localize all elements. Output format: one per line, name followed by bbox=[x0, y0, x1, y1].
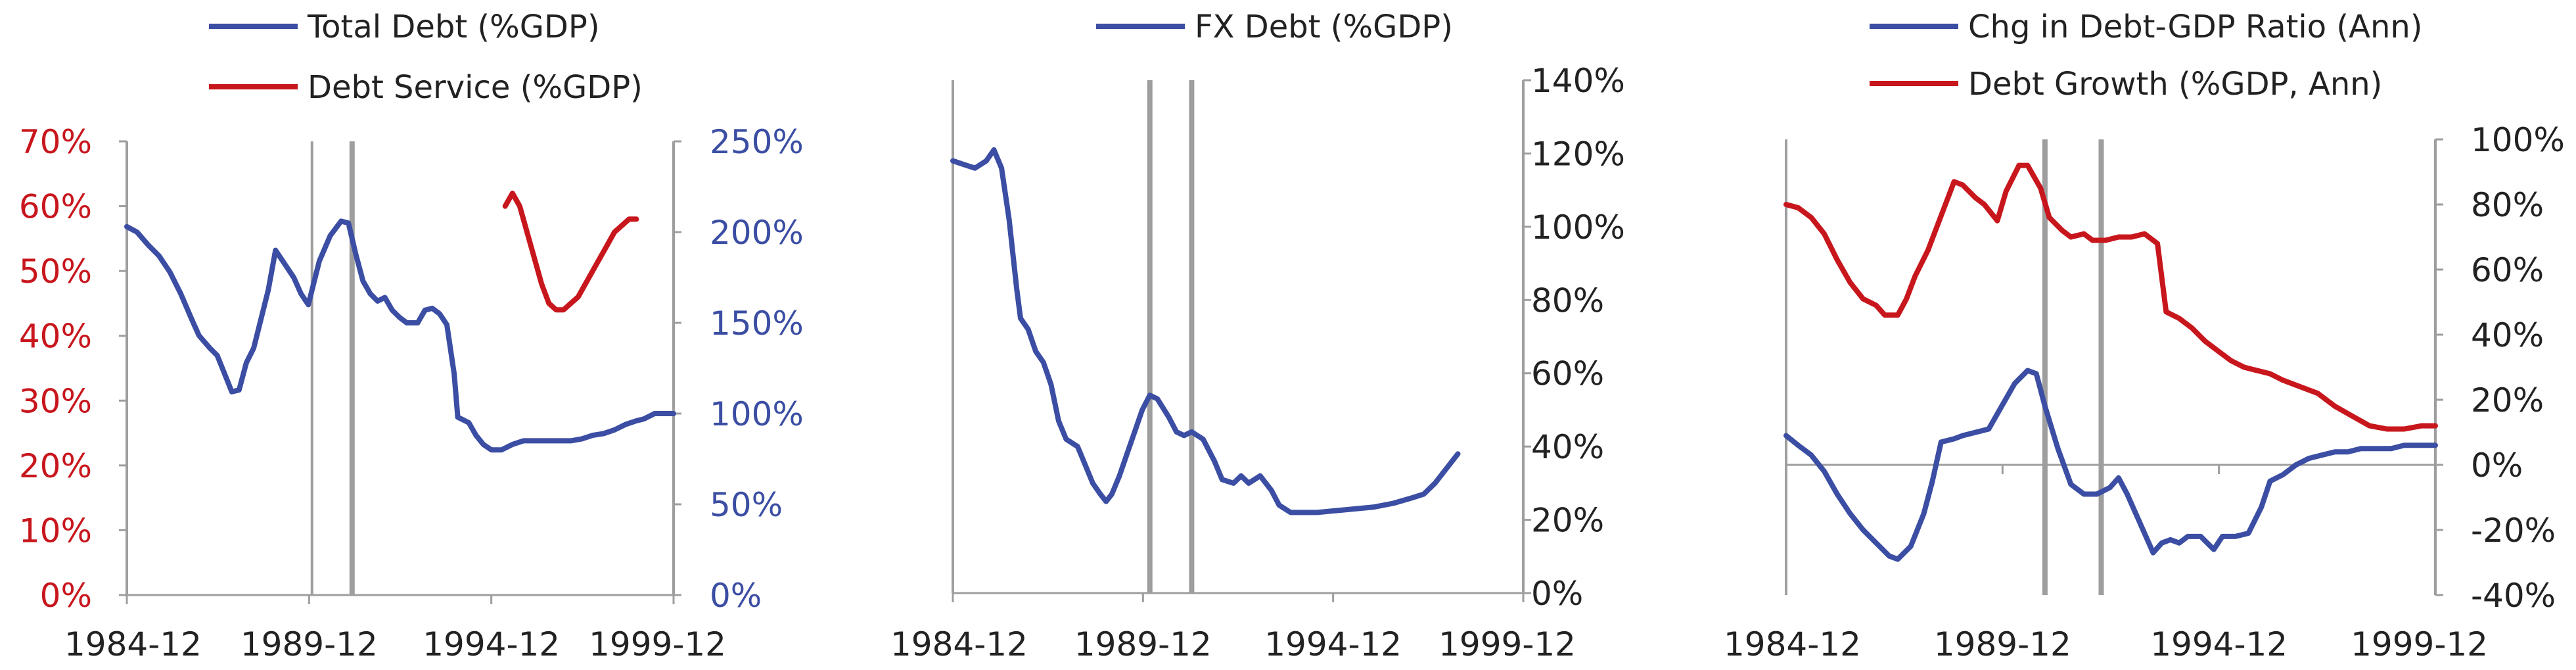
chart-1: 1984-12 1989-12 1994-12 1999-12 0% 50% 100% 150… bbox=[19, 9, 804, 663]
legend-label: Total Debt (%GDP) bbox=[307, 9, 600, 45]
legend-entry-1: Total Debt (%GDP) bbox=[209, 9, 600, 45]
right-tick-label: 200% bbox=[710, 214, 804, 252]
right-tick-label: 60% bbox=[2471, 251, 2544, 289]
right-tick-label: 150% bbox=[710, 304, 804, 343]
legend-label: FX Debt (%GDP) bbox=[1195, 9, 1453, 45]
x-tick-label: 1989-12 bbox=[241, 625, 378, 663]
series-line-2 bbox=[1783, 162, 2438, 432]
legend-label: Chg in Debt-GDP Ratio (Ann) bbox=[1968, 9, 2423, 45]
x-tick-label: 1994-12 bbox=[2150, 625, 2288, 663]
right-tick-label: 80% bbox=[2471, 186, 2544, 224]
legend-entry-2: Debt Growth (%GDP, Ann) bbox=[1870, 66, 2382, 103]
right-tick-label: 50% bbox=[710, 486, 783, 524]
legend-entry-2: Debt Service (%GDP) bbox=[209, 69, 643, 106]
right-tick-label: 140% bbox=[1531, 62, 1625, 100]
legend-entry-1: Chg in Debt-GDP Ratio (Ann) bbox=[1870, 9, 2423, 45]
right-tick-label: 60% bbox=[1531, 355, 1604, 393]
x-tick-label: 1989-12 bbox=[1074, 625, 1212, 663]
x-tick-label: 1984-12 bbox=[890, 625, 1028, 663]
right-tick-label: -20% bbox=[2471, 512, 2556, 550]
x-tick-label: 1999-12 bbox=[2351, 625, 2488, 663]
x-tick-label: 1999-12 bbox=[589, 625, 726, 663]
right-tick-label: 0% bbox=[2471, 446, 2523, 485]
left-tick-label: 40% bbox=[19, 318, 92, 356]
legend-label: Debt Growth (%GDP, Ann) bbox=[1968, 66, 2382, 103]
right-tick-label: 20% bbox=[2471, 381, 2544, 419]
x-tick-label: 1989-12 bbox=[1934, 625, 2071, 663]
right-tick-label: 40% bbox=[2471, 316, 2544, 354]
chart-2: 1984-12 1989-12 1994-12 1999-12 0% 20% 40% 60% 8… bbox=[890, 9, 1625, 663]
right-tick-label: 120% bbox=[1531, 135, 1625, 173]
right-tick-label: 250% bbox=[710, 123, 804, 161]
right-tick-label: 100% bbox=[1531, 208, 1625, 247]
right-tick-label: 80% bbox=[1531, 281, 1604, 320]
x-tick-label: 1999-12 bbox=[1438, 625, 1576, 663]
right-tick-label: 20% bbox=[1531, 502, 1604, 540]
series-line-1 bbox=[950, 147, 1461, 515]
left-tick-label: 50% bbox=[19, 252, 92, 291]
right-tick-label: 0% bbox=[710, 577, 762, 615]
chart-3: 1984-12 1989-12 1994-12 1999-12 -40% -20% 0% 20… bbox=[1724, 9, 2565, 663]
left-tick-label: 30% bbox=[19, 382, 92, 420]
left-tick-label: 0% bbox=[40, 577, 92, 615]
left-tick-label: 20% bbox=[19, 447, 92, 485]
right-tick-label: 100% bbox=[2471, 121, 2565, 159]
left-tick-label: 60% bbox=[19, 188, 92, 226]
left-tick-label: 70% bbox=[19, 123, 92, 161]
series-line-2 bbox=[502, 190, 639, 313]
right-tick-label: 0% bbox=[1531, 575, 1583, 613]
series-line-1 bbox=[124, 218, 676, 453]
legend-label: Debt Service (%GDP) bbox=[308, 69, 643, 106]
series-line-1 bbox=[1783, 368, 2438, 562]
x-tick-label: 1984-12 bbox=[1724, 625, 1861, 663]
x-tick-label: 1994-12 bbox=[423, 625, 560, 663]
x-tick-label: 1994-12 bbox=[1264, 625, 1402, 663]
x-tick-label: 1984-12 bbox=[64, 625, 202, 663]
right-tick-label: 40% bbox=[1531, 428, 1604, 466]
left-tick-label: 10% bbox=[19, 512, 92, 550]
legend-entry-1: FX Debt (%GDP) bbox=[1096, 9, 1453, 45]
right-tick-label: -40% bbox=[2471, 577, 2556, 615]
right-tick-label: 100% bbox=[710, 395, 804, 433]
